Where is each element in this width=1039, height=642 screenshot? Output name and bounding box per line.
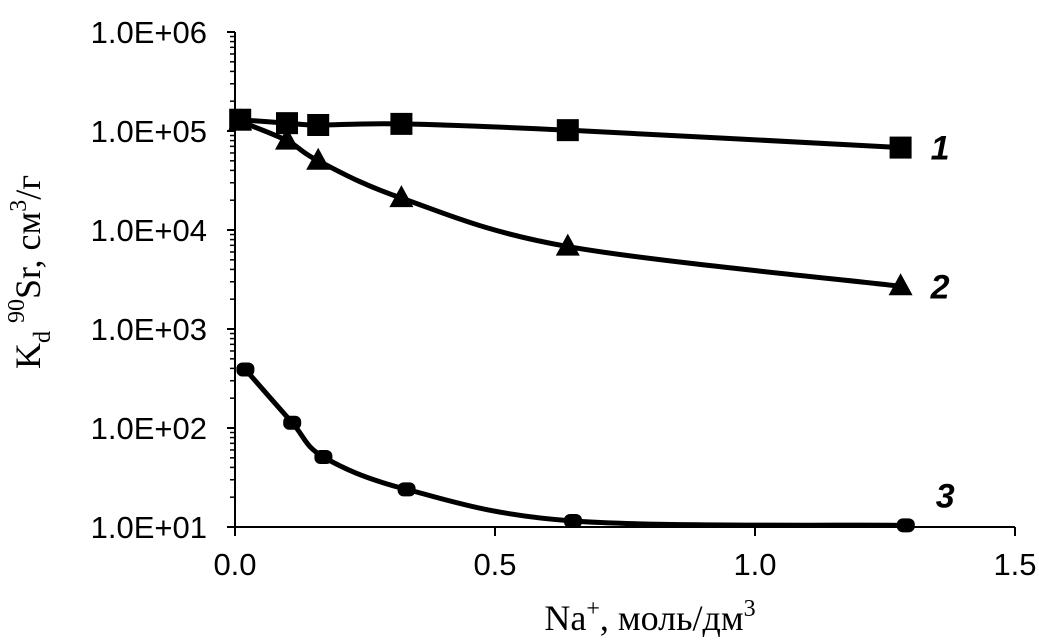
series-1-point <box>889 136 912 159</box>
series-3-point <box>236 362 255 377</box>
series-3-label: 3 <box>936 477 955 515</box>
x-tick-label: 0.5 <box>473 547 516 582</box>
series-labels: 1 2 3 <box>930 130 955 516</box>
x-axis-ticks: 0.0 0.5 1.0 1.5 <box>213 527 1037 582</box>
series-3-point <box>283 415 302 430</box>
y-tick-label: 1.0E+03 <box>91 312 207 347</box>
y-title-iso: 90 <box>4 299 30 323</box>
y-tick-label: 1.0E+02 <box>91 411 207 446</box>
series-1-point <box>556 119 579 142</box>
series-3-point <box>896 518 915 533</box>
x-tick-label: 0.0 <box>213 547 256 582</box>
x-title-cube: 3 <box>744 596 756 622</box>
series-1-point <box>307 113 330 136</box>
y-title-k: K <box>8 343 48 369</box>
series-2-point <box>389 185 414 208</box>
series-2-line <box>237 118 904 289</box>
series-3-point <box>564 513 582 528</box>
series-2-point <box>306 147 331 170</box>
y-tick-label: 1.0E+05 <box>91 114 207 149</box>
series-2-point <box>555 233 580 256</box>
x-axis-title: Na+, моль/дм3 <box>544 596 755 638</box>
x-title-na: Na <box>544 598 586 638</box>
series-2-label: 2 <box>930 268 950 306</box>
series-2-point <box>888 273 913 296</box>
series-1-point <box>276 112 298 135</box>
y-title-rest: Sr, см <box>8 212 48 299</box>
series-2-point <box>228 108 253 131</box>
y-tick-label: 1.0E+04 <box>91 213 207 248</box>
x-tick-label: 1.0 <box>733 547 776 582</box>
y-axis-title: Kd90Sr, см3/г <box>4 175 56 369</box>
y-tick-label: 1.0E+06 <box>91 15 207 50</box>
x-title-rest: , моль/дм <box>600 598 744 638</box>
series-1-point <box>390 112 413 135</box>
y-title-tail: /г <box>8 175 48 200</box>
y-axis-ticks: 1.0E+01 1.0E+02 1.0E+03 1.0E+04 1.0E+05 1.0E+… <box>91 15 235 545</box>
y-title-sub: d <box>30 331 56 343</box>
series-3-line <box>242 366 909 528</box>
series-markers <box>228 108 915 533</box>
x-tick-label: 1.5 <box>993 547 1036 582</box>
series-1-label: 1 <box>931 130 950 168</box>
y-tick-label: 1.0E+01 <box>91 510 207 545</box>
series-lines <box>237 117 909 528</box>
series-3-point <box>397 482 416 497</box>
x-title-plus: + <box>586 596 600 622</box>
series-2-point <box>275 127 299 150</box>
y-title-cube: 3 <box>6 200 32 212</box>
series-3-point <box>314 449 333 464</box>
